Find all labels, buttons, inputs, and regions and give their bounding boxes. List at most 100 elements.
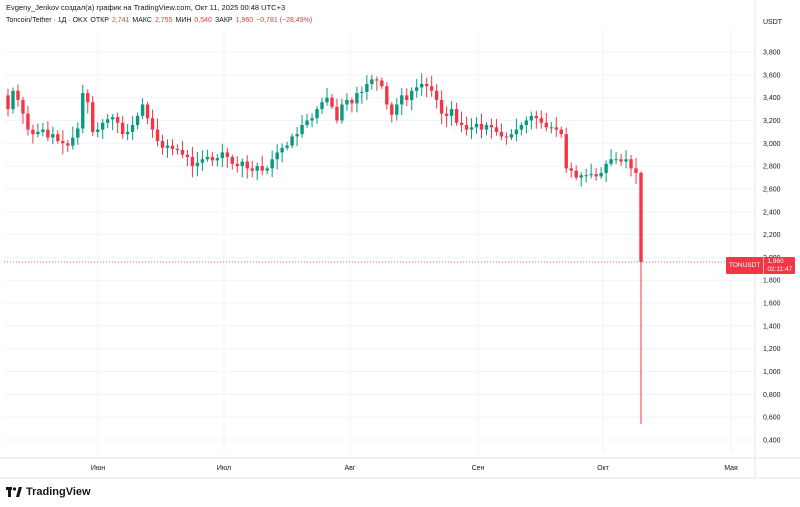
candle-body bbox=[290, 136, 294, 146]
candle-body bbox=[469, 127, 474, 130]
candle-body bbox=[624, 159, 628, 162]
candle-body bbox=[370, 79, 374, 84]
y-tick-label: 0,400 bbox=[763, 438, 781, 445]
candle-body bbox=[444, 113, 449, 116]
candle-body bbox=[285, 145, 289, 148]
candle-body bbox=[410, 90, 414, 100]
candle-body bbox=[355, 93, 359, 104]
candle-body bbox=[310, 118, 314, 121]
candle-body bbox=[260, 166, 264, 171]
candle-body bbox=[110, 117, 115, 120]
legend-high-value: 2,755 bbox=[154, 17, 173, 24]
candle-body bbox=[16, 90, 20, 100]
candle-body bbox=[504, 136, 509, 138]
candle-body bbox=[105, 119, 110, 123]
chart-caption: Evgeny_Jenkov создал(а) график на Tradin… bbox=[6, 3, 286, 12]
candle-body bbox=[489, 125, 494, 128]
candle-body bbox=[360, 91, 364, 94]
candle-body bbox=[6, 95, 10, 110]
candle-body bbox=[51, 134, 55, 138]
candle-body bbox=[170, 145, 175, 149]
legend-low-label: МИН bbox=[175, 17, 192, 24]
candle-body bbox=[539, 118, 544, 123]
candle-body bbox=[315, 109, 319, 119]
candle-body bbox=[185, 154, 190, 157]
candle-body bbox=[280, 147, 284, 153]
legend-symbol[interactable]: Toncoin/Tether · 1Д · OKX bbox=[6, 17, 88, 24]
candle-body bbox=[255, 166, 259, 171]
currency-label: USDT bbox=[763, 19, 783, 26]
x-tick-label: Сен bbox=[472, 465, 485, 472]
legend-close-value: 1,960 bbox=[235, 17, 254, 24]
candle-body bbox=[419, 83, 424, 88]
candle-body bbox=[140, 104, 145, 116]
candle-body bbox=[464, 125, 469, 130]
candle-body bbox=[190, 156, 195, 167]
candle-body bbox=[270, 159, 274, 169]
candle-body bbox=[479, 123, 484, 130]
candle-body bbox=[91, 102, 95, 132]
candle-body bbox=[559, 129, 563, 135]
candle-body bbox=[21, 99, 25, 114]
legend-open-value: 2,741 bbox=[111, 17, 130, 24]
candle-body bbox=[275, 152, 279, 160]
y-tick-label: 3,400 bbox=[763, 95, 781, 102]
y-tick-label: 3,000 bbox=[763, 141, 781, 148]
candle-body bbox=[295, 134, 299, 137]
candle-body bbox=[265, 168, 269, 171]
candle-body bbox=[345, 99, 349, 105]
legend-open-label: ОТКР bbox=[90, 17, 109, 24]
candle-body bbox=[175, 149, 180, 151]
candle-body bbox=[619, 159, 623, 162]
current-price-tag: TONUSDT 1,960 02:11:47 bbox=[726, 257, 796, 274]
price-tag-value: 1,960 bbox=[767, 257, 784, 265]
price-tag-countdown: 02:11:47 bbox=[767, 265, 793, 273]
candle-body bbox=[41, 129, 45, 132]
candle-body bbox=[569, 168, 573, 171]
candle-body bbox=[115, 117, 120, 123]
candle-body bbox=[589, 174, 593, 176]
tradingview-logo[interactable]: TradingView bbox=[6, 486, 91, 498]
candle-body bbox=[614, 159, 618, 161]
candle-body bbox=[439, 99, 444, 114]
candle-body bbox=[365, 83, 369, 92]
candle-body bbox=[61, 141, 65, 144]
candle-body bbox=[375, 79, 379, 81]
candle-body bbox=[135, 115, 140, 126]
candle-body bbox=[330, 97, 334, 107]
price-tag-symbol: TONUSDT bbox=[726, 257, 765, 274]
legend-high-label: МАКС bbox=[132, 17, 152, 24]
y-tick-label: 3,600 bbox=[763, 72, 781, 79]
y-tick-label: 1,600 bbox=[763, 301, 781, 308]
candle-body bbox=[325, 97, 329, 103]
candle-body bbox=[380, 80, 384, 87]
candle-body bbox=[31, 129, 35, 135]
candle-body bbox=[529, 115, 534, 121]
candle-body bbox=[240, 161, 244, 167]
candle-body bbox=[230, 156, 234, 164]
candle-body bbox=[160, 141, 165, 148]
candle-body bbox=[454, 109, 459, 123]
candle-body bbox=[639, 172, 643, 262]
candle-body bbox=[71, 137, 75, 146]
x-tick-label: Июл bbox=[217, 465, 231, 472]
y-tick-label: 1,800 bbox=[763, 278, 781, 285]
candle-body bbox=[66, 143, 70, 146]
y-tick-label: 0,800 bbox=[763, 392, 781, 399]
candle-body bbox=[335, 106, 339, 121]
y-tick-label: 1,400 bbox=[763, 323, 781, 330]
candle-body bbox=[524, 120, 529, 126]
candle-body bbox=[584, 175, 588, 177]
candle-body bbox=[155, 129, 160, 142]
candle-body bbox=[130, 125, 135, 132]
candle-body bbox=[11, 90, 15, 110]
y-tick-label: 2,600 bbox=[763, 186, 781, 193]
candle-body bbox=[205, 156, 210, 160]
candle-body bbox=[564, 134, 568, 169]
candle-body bbox=[484, 125, 489, 130]
legend-low-value: 0,540 bbox=[194, 17, 212, 24]
candle-body bbox=[400, 95, 404, 105]
y-tick-label: 0,600 bbox=[763, 415, 781, 422]
candle-body bbox=[519, 125, 524, 130]
